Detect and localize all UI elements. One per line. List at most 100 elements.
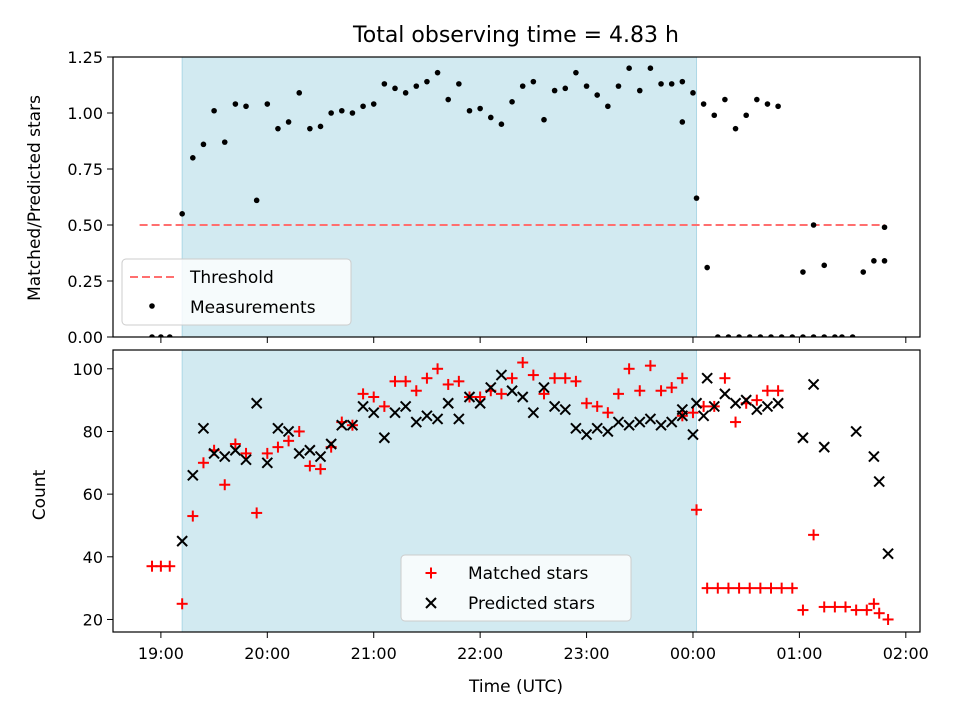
- data-point: [757, 334, 764, 337]
- data-point: [591, 422, 603, 435]
- x-tick-label: 19:00: [138, 644, 184, 663]
- data-point: [400, 375, 412, 387]
- data-point: [164, 560, 176, 572]
- data-point: [456, 81, 462, 87]
- data-point: [691, 504, 703, 516]
- data-point: [634, 416, 646, 428]
- data-point: [733, 582, 745, 594]
- data-point: [701, 372, 713, 384]
- data-point: [517, 391, 529, 403]
- data-point: [315, 463, 327, 475]
- data-point: [421, 372, 433, 384]
- data-point: [690, 397, 703, 409]
- data-point: [190, 155, 196, 161]
- top-axes-frame: [112, 56, 921, 338]
- data-point: [399, 400, 412, 413]
- data-point: [839, 334, 845, 337]
- data-point: [474, 397, 486, 409]
- data-point: [778, 334, 785, 337]
- data-point: [463, 391, 476, 403]
- data-point: [754, 582, 766, 594]
- data-point: [850, 425, 862, 438]
- data-point: [690, 90, 696, 96]
- top-y-tick-label: 1.25: [67, 48, 103, 67]
- data-point: [442, 397, 454, 409]
- data-point: [687, 407, 699, 419]
- data-point: [338, 107, 345, 114]
- data-point: [570, 375, 582, 387]
- data-point: [402, 90, 409, 96]
- data-point: [849, 334, 856, 337]
- data-point: [736, 334, 742, 337]
- top-panel: 0.00 0.25 0.50 0.75 1.00 1.25 Threshold Measure…: [67, 48, 921, 347]
- data-point: [818, 601, 830, 613]
- data-point: [768, 334, 774, 337]
- data-point: [602, 425, 614, 438]
- data-point: [668, 81, 675, 87]
- data-point: [761, 385, 773, 397]
- data-point: [304, 444, 316, 456]
- data-point: [389, 375, 401, 387]
- data-point: [700, 101, 707, 107]
- bottom-legend-box: [400, 554, 632, 622]
- data-point: [761, 400, 774, 413]
- data-point: [666, 382, 678, 394]
- data-point: [296, 90, 303, 96]
- data-point: [868, 598, 880, 610]
- data-point: [453, 375, 465, 387]
- data-point: [445, 96, 452, 103]
- bottom-x-axis-label: Time (UTC): [468, 677, 563, 697]
- data-point: [829, 601, 841, 613]
- data-point: [421, 410, 433, 422]
- data-point: [434, 69, 441, 76]
- data-point: [272, 441, 284, 453]
- legend-threshold-label: Threshold: [189, 268, 274, 288]
- top-legend: Threshold Measurements: [121, 258, 352, 326]
- bottom-plot-area: [146, 357, 894, 625]
- data-point: [229, 438, 241, 450]
- data-point: [442, 378, 454, 390]
- data-point: [570, 422, 582, 435]
- bottom-y-tick-label: 100: [72, 360, 103, 379]
- data-point: [176, 535, 188, 547]
- data-point: [485, 381, 497, 394]
- data-point: [381, 81, 388, 87]
- data-point: [789, 334, 796, 337]
- data-point: [413, 83, 420, 89]
- bottom-y-axis-label: Count: [30, 469, 50, 520]
- data-point: [873, 475, 885, 488]
- data-point: [314, 450, 327, 463]
- data-point: [807, 378, 820, 391]
- x-tick-label: 22:00: [457, 644, 503, 663]
- data-point: [626, 65, 632, 71]
- data-point: [800, 334, 806, 337]
- data-point: [704, 264, 710, 271]
- x-tick-label: 23:00: [564, 644, 610, 663]
- data-point: [644, 413, 657, 425]
- data-point: [715, 334, 721, 337]
- data-point: [389, 406, 401, 419]
- data-point: [293, 425, 305, 437]
- data-point: [810, 222, 817, 228]
- x-tick-label: 21:00: [351, 644, 397, 663]
- data-point: [495, 369, 508, 381]
- data-point: [360, 103, 366, 110]
- bottom-series-1: [176, 369, 894, 560]
- data-point: [644, 360, 656, 372]
- data-point: [754, 96, 760, 103]
- data-point: [293, 447, 305, 460]
- data-point: [549, 372, 561, 384]
- data-point: [775, 103, 781, 110]
- bottom-y-tick-label: 80: [83, 422, 103, 441]
- data-point: [810, 334, 817, 337]
- data-point: [559, 372, 571, 384]
- data-point: [708, 400, 720, 413]
- data-point: [719, 388, 731, 400]
- top-y-tick-label: 0.25: [67, 272, 103, 291]
- data-point: [538, 381, 550, 394]
- data-point: [647, 65, 654, 71]
- data-point: [636, 87, 643, 94]
- data-point: [466, 107, 473, 114]
- data-point: [676, 403, 689, 416]
- data-point: [612, 416, 625, 428]
